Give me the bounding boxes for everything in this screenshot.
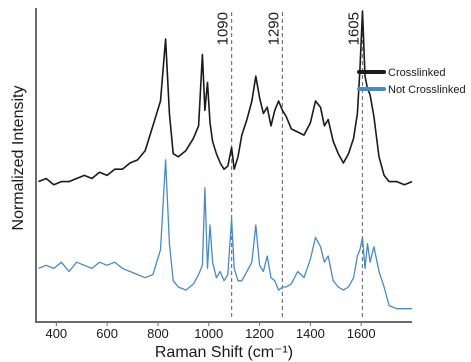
annotation-layer: 1090 1290 1605 xyxy=(215,12,364,320)
x-tick-label-1600: 1600 xyxy=(347,326,376,341)
annotation-label-1090: 1090 xyxy=(215,12,232,45)
x-axis-title: Raman Shift (cm⁻¹) xyxy=(155,344,293,361)
y-axis-title: Normalized Intensity xyxy=(10,86,27,231)
series-layer xyxy=(38,10,413,310)
x-tick-label-1000: 1000 xyxy=(194,326,223,341)
series-line-not-crosslinked xyxy=(38,159,412,310)
x-tick-label-1200: 1200 xyxy=(245,326,274,341)
legend: Crosslinked Not Crosslinked xyxy=(357,67,466,96)
series-line-crosslinked xyxy=(38,10,413,186)
annotation-label-1605: 1605 xyxy=(345,12,362,45)
x-tick-label-600: 600 xyxy=(96,326,118,341)
x-tick-label-1400: 1400 xyxy=(296,326,325,341)
annotation-label-1290: 1290 xyxy=(265,12,282,45)
x-tick-label-400: 400 xyxy=(45,326,67,341)
legend-label-crosslinked: Crosslinked xyxy=(388,67,445,79)
x-tick-label-800: 800 xyxy=(147,326,169,341)
x-tick-layer: 400 600 800 1000 1200 1400 1600 xyxy=(45,322,376,341)
legend-label-not-crosslinked: Not Crosslinked xyxy=(388,84,466,96)
